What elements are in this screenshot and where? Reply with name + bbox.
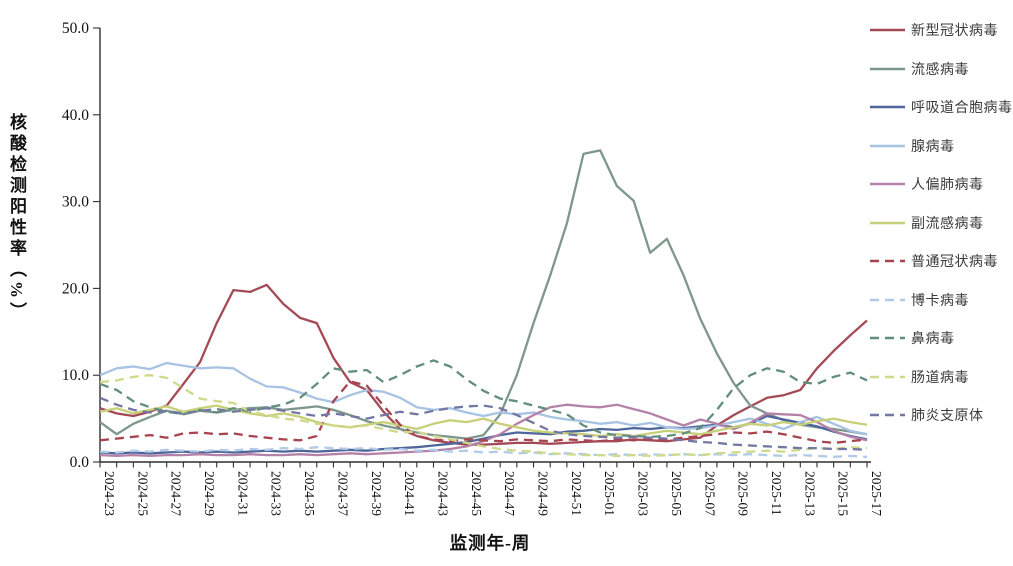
legend-item-common-coronavirus: 普通冠状病毒	[869, 242, 1013, 281]
legend-item-adenovirus: 腺病毒	[869, 127, 1013, 166]
legend-item-mycoplasma: 肺炎支原体	[869, 396, 1013, 435]
x-tick-label: 2024-41	[402, 471, 417, 516]
legend-label: 鼻病毒	[911, 332, 955, 348]
series-line-enterovirus	[99, 374, 868, 458]
x-tick-label: 2025-17	[869, 471, 884, 516]
legend-swatch-solid-line	[870, 105, 905, 109]
x-tick-label: 2024-25	[135, 471, 150, 516]
y-tick-label: 10.0	[62, 367, 89, 384]
y-axis-title: 核酸检测阳性率（%）	[7, 113, 26, 323]
x-tick-label: 2024-33	[269, 471, 284, 516]
series-line-adenovirus	[99, 361, 868, 436]
legend-item-parainfluenza: 副流感病毒	[869, 204, 1013, 243]
x-tick-label: 2024-43	[435, 471, 450, 516]
legend-label: 肠道病毒	[911, 370, 969, 386]
x-tick-label: 2024-45	[469, 471, 484, 516]
legend-swatch-dashed-line	[870, 298, 905, 302]
series-line-mycoplasma	[99, 396, 868, 451]
x-tick-label: 2025-03	[636, 471, 651, 516]
legend-label: 人偏肺病毒	[911, 178, 984, 194]
x-tick-label: 2024-35	[302, 471, 317, 516]
legend-label: 博卡病毒	[911, 293, 969, 309]
legend-swatch-solid-line	[870, 182, 905, 186]
series-line-common-coronavirus	[99, 380, 868, 445]
y-tick-label: 50.0	[62, 20, 89, 37]
series-line-influenza	[99, 149, 868, 440]
legend-swatch-solid-line	[870, 67, 905, 71]
x-tick-label: 2024-49	[536, 471, 551, 516]
y-tick-label: 40.0	[62, 107, 89, 124]
x-tick-label: 2024-37	[335, 471, 350, 516]
legend-item-bocavirus: 博卡病毒	[869, 281, 1013, 320]
legend-label: 副流感病毒	[911, 216, 984, 232]
x-tick-label: 2025-09	[736, 471, 751, 516]
legend-swatch-dashed-line	[870, 259, 905, 263]
x-tick-label: 2024-23	[102, 471, 117, 516]
x-tick-label: 2024-39	[369, 471, 384, 516]
legend-swatch-solid-line	[870, 221, 905, 225]
legend-item-enterovirus: 肠道病毒	[869, 358, 1013, 397]
legend: 新型冠状病毒 流感病毒呼吸道合胞病毒 腺病毒人偏肺病毒副流感病毒普通冠状病毒 博卡病毒…	[869, 11, 1013, 435]
legend-label: 普通冠状病毒	[911, 255, 998, 271]
x-axis-title: 监测年-周	[449, 533, 531, 553]
legend-swatch-dashed-line	[870, 413, 905, 417]
legend-swatch-solid-line	[870, 28, 905, 32]
x-tick-label: 2025-15	[836, 471, 851, 516]
legend-swatch-dashed-line	[870, 336, 905, 340]
y-tick-label: 0.0	[70, 454, 90, 471]
y-tick-label: 30.0	[62, 194, 89, 211]
x-tick-label: 2025-05	[669, 471, 684, 516]
series-line-covid	[99, 283, 868, 446]
legend-swatch-solid-line	[870, 144, 905, 148]
x-tick-label: 2025-11	[769, 471, 784, 516]
legend-item-covid: 新型冠状病毒	[869, 11, 1013, 50]
legend-item-rsv: 呼吸道合胞病毒	[869, 88, 1013, 127]
series-line-bocavirus	[99, 446, 868, 458]
y-tick-label: 20.0	[62, 280, 89, 297]
legend-label: 新型冠状病毒	[911, 24, 998, 40]
legend-item-hmpv: 人偏肺病毒	[869, 165, 1013, 204]
legend-label: 呼吸道合胞病毒	[911, 101, 1013, 117]
legend-label: 肺炎支原体	[911, 409, 984, 425]
legend-swatch-dashed-line	[870, 375, 905, 379]
x-tick-label: 2025-07	[702, 471, 717, 516]
series-line-rhinovirus	[99, 359, 868, 438]
x-tick-label: 2024-47	[502, 471, 517, 516]
legend-label: 流感病毒	[911, 62, 969, 78]
x-tick-label: 2025-01	[602, 471, 617, 516]
x-tick-label: 2024-31	[235, 471, 250, 516]
legend-label: 腺病毒	[911, 139, 955, 155]
legend-item-influenza: 流感病毒	[869, 50, 1013, 89]
x-tick-label: 2025-13	[802, 471, 817, 516]
x-tick-label: 2024-51	[569, 471, 584, 516]
legend-item-rhinovirus: 鼻病毒	[869, 319, 1013, 358]
x-tick-label: 2024-29	[202, 471, 217, 516]
x-tick-label: 2024-27	[169, 471, 184, 516]
